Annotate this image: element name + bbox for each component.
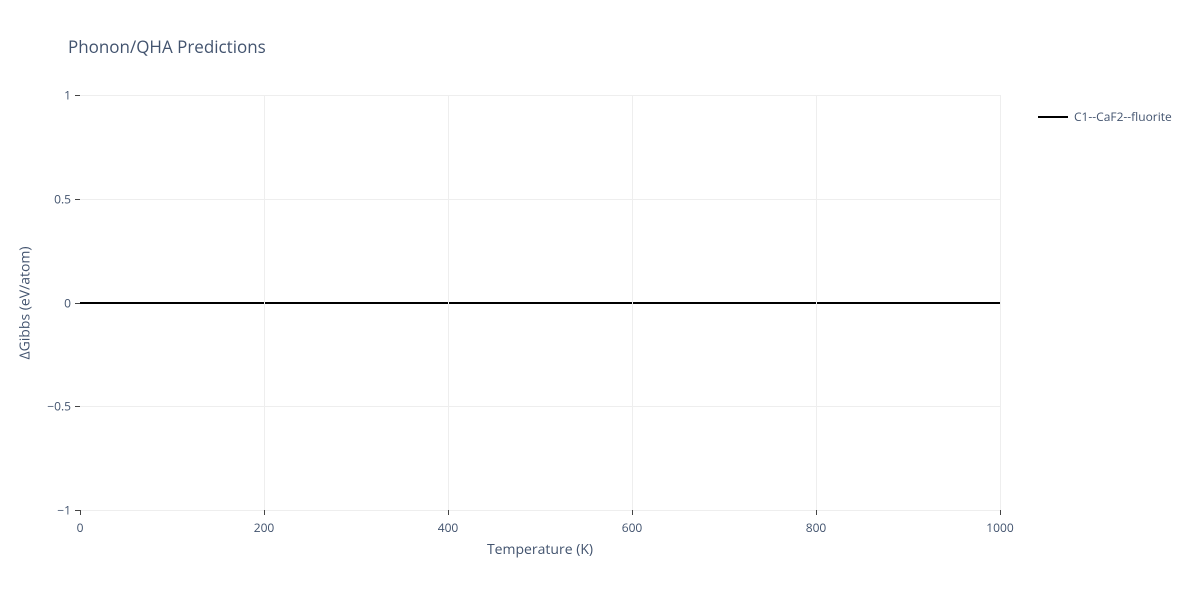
x-tick-label: 1000 <box>986 519 1013 536</box>
x-tick <box>80 510 81 515</box>
gridline-vertical <box>448 95 449 510</box>
plot-area <box>80 95 1000 510</box>
series-line-c1-caf2-fluorite <box>80 302 1000 304</box>
gridline-vertical <box>1000 95 1001 510</box>
gridline-horizontal <box>80 199 1000 200</box>
y-axis-title: ΔGibbs (eV/atom) <box>16 246 35 359</box>
x-tick-label: 800 <box>806 519 827 536</box>
y-tick-label: 0.5 <box>54 190 71 207</box>
gridline-horizontal <box>80 510 1000 511</box>
gridline-horizontal <box>80 406 1000 407</box>
y-tick-label: 0 <box>64 294 71 311</box>
gridline-horizontal <box>80 95 1000 96</box>
x-tick <box>632 510 633 515</box>
chart-title: Phonon/QHA Predictions <box>68 35 266 58</box>
x-tick-label: 200 <box>254 519 275 536</box>
y-tick <box>75 510 80 511</box>
gridline-vertical <box>264 95 265 510</box>
legend: C1--CaF2--fluorite <box>1038 108 1172 125</box>
x-tick-label: 600 <box>622 519 643 536</box>
y-tick-label: −1 <box>57 502 71 519</box>
chart-container: Phonon/QHA Predictions Temperature (K) Δ… <box>0 0 1200 600</box>
gridline-vertical <box>816 95 817 510</box>
x-tick-label: 0 <box>77 519 84 536</box>
x-tick <box>264 510 265 515</box>
x-axis-title: Temperature (K) <box>487 540 593 559</box>
x-tick <box>816 510 817 515</box>
legend-swatch <box>1038 116 1068 118</box>
legend-label: C1--CaF2--fluorite <box>1074 108 1172 125</box>
y-tick <box>75 199 80 200</box>
x-tick-label: 400 <box>438 519 459 536</box>
gridline-vertical <box>632 95 633 510</box>
y-tick <box>75 303 80 304</box>
x-tick <box>1000 510 1001 515</box>
x-tick <box>448 510 449 515</box>
y-tick <box>75 406 80 407</box>
y-tick <box>75 95 80 96</box>
legend-item-c1-caf2-fluorite[interactable]: C1--CaF2--fluorite <box>1038 108 1172 125</box>
y-tick-label: 1 <box>64 87 71 104</box>
y-tick-label: −0.5 <box>47 398 71 415</box>
